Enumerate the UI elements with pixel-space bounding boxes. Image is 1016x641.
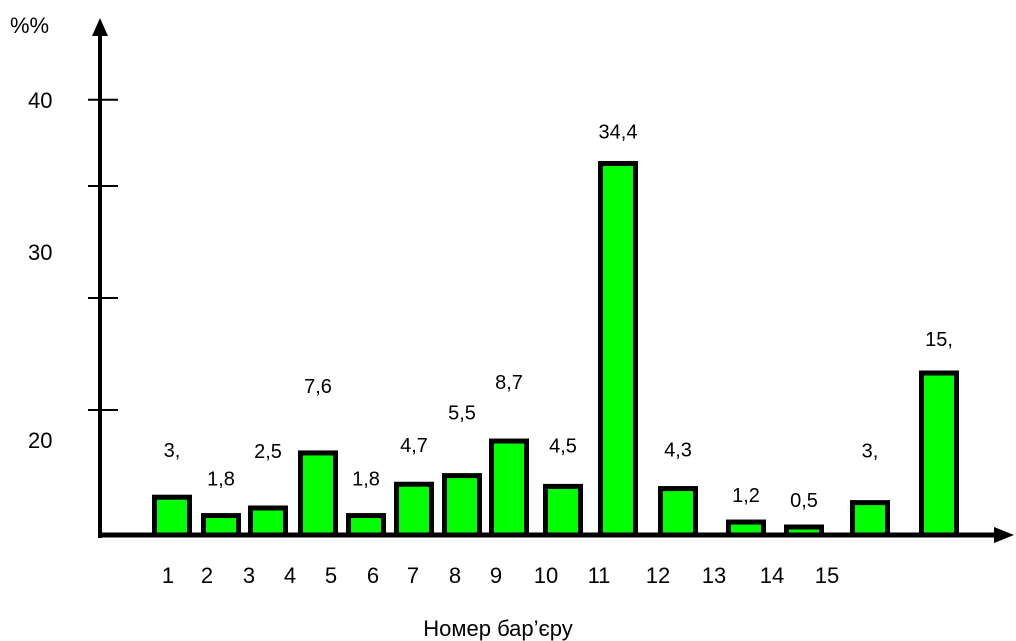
y-tick-label: 20 — [28, 428, 52, 453]
y-tick-labels: 20 30 40 — [28, 88, 52, 453]
bar-data-label: 1,2 — [732, 485, 760, 507]
bar-data-label: 4,3 — [664, 440, 692, 462]
y-tick-label: 30 — [28, 240, 52, 265]
bar — [394, 481, 434, 538]
x-tick-label: 8 — [449, 563, 461, 588]
x-axis-arrow-icon — [994, 527, 1014, 543]
axes — [88, 18, 1014, 543]
x-tick-label: 11 — [588, 563, 611, 588]
x-tick-label: 14 — [760, 563, 784, 588]
bar-data-label: 7,6 — [304, 376, 332, 398]
x-tick-label: 15 — [815, 563, 839, 588]
bar-data-label: 8,7 — [495, 372, 523, 394]
bar-data-label: 3, — [164, 440, 181, 462]
x-tick-label: 5 — [325, 563, 337, 588]
bar — [152, 494, 192, 538]
bar — [298, 450, 338, 538]
bar — [543, 483, 583, 538]
x-tick-label: 4 — [284, 563, 296, 588]
bar — [598, 160, 638, 538]
bar-data-label: 34,4 — [599, 121, 638, 143]
x-tick-label: 10 — [534, 563, 558, 588]
y-tick-label: 40 — [28, 88, 52, 113]
bar — [442, 473, 482, 538]
x-axis-label: Номер бар’єру — [423, 616, 573, 641]
x-tick-label: 9 — [490, 563, 502, 588]
bar-data-label: 15, — [925, 329, 953, 351]
bar — [658, 486, 698, 538]
bar-data-label: 1,8 — [352, 469, 380, 491]
x-tick-label: 13 — [702, 563, 726, 588]
bar-data-label: 4,7 — [400, 435, 428, 457]
bar — [346, 513, 386, 538]
bar-data-label: 2,5 — [254, 441, 282, 463]
bar-data-label: 5,5 — [448, 403, 476, 425]
x-tick-label: 3 — [243, 563, 255, 588]
x-tick-label: 2 — [201, 563, 213, 588]
y-axis-label: %% — [10, 13, 49, 38]
x-tick-label: 1 — [162, 563, 174, 588]
x-tick-label: 12 — [646, 563, 670, 588]
bar — [919, 370, 959, 538]
bar — [248, 505, 288, 538]
bars — [152, 160, 959, 538]
bar-data-label: 1,8 — [207, 469, 235, 491]
bar — [784, 524, 824, 538]
bar-data-label: 4,5 — [549, 435, 577, 457]
y-tick-marks — [88, 98, 118, 411]
y-axis-arrow-icon — [92, 18, 108, 36]
bar — [489, 438, 529, 538]
bar — [201, 513, 241, 538]
x-tick-label: 7 — [407, 563, 419, 588]
bar — [850, 500, 890, 538]
bar-data-labels: 3, 1,8 2,5 7,6 1,8 4,7 5,5 8,7 4,5 34,4 4,3 1,2 0,5 3… — [164, 121, 953, 512]
bar-data-label: 0,5 — [790, 490, 818, 512]
x-tick-labels: 1 2 3 4 5 6 7 8 9 10 11 12 13 14 15 — [162, 563, 839, 588]
bar-data-label: 3, — [862, 441, 879, 463]
x-tick-label: 6 — [367, 563, 379, 588]
bar — [726, 519, 766, 538]
